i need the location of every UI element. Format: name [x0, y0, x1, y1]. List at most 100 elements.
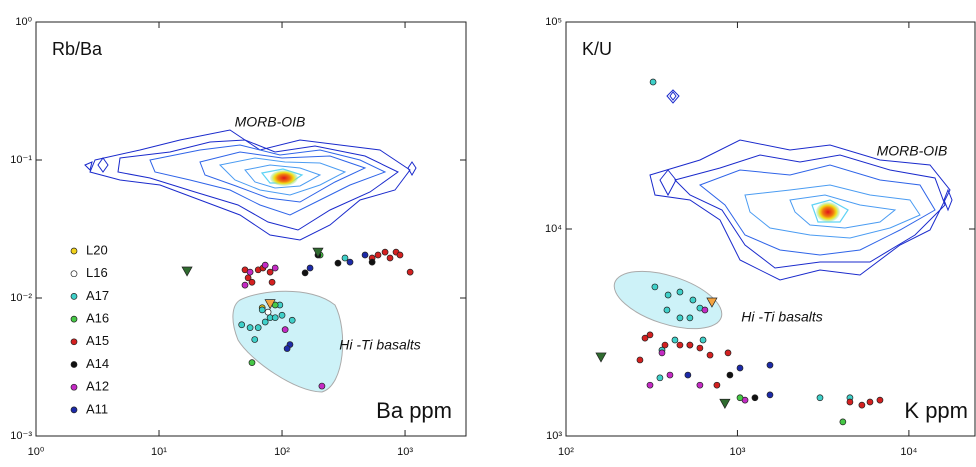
point — [751, 394, 759, 402]
right-contours — [649, 89, 953, 281]
marker — [181, 266, 193, 277]
x-tick-label: 10¹ — [151, 446, 167, 458]
legend-marker — [70, 406, 78, 414]
y-label: K/U — [582, 39, 612, 59]
y-tick-label: 10⁰ — [15, 16, 32, 28]
annotation: MORB-OIB — [877, 143, 948, 159]
marker — [595, 352, 607, 363]
point — [689, 296, 697, 304]
point — [301, 269, 309, 277]
point — [261, 318, 269, 326]
legend-label: A17 — [86, 288, 109, 303]
y-tick-label: 10⁴ — [545, 223, 562, 235]
point — [283, 345, 291, 352]
point — [664, 291, 672, 299]
point — [661, 341, 669, 349]
point — [396, 251, 404, 259]
point — [246, 268, 254, 276]
point — [656, 374, 664, 382]
plot-frame — [35, 21, 467, 437]
y-tick-label: 10⁵ — [545, 16, 562, 28]
point — [713, 381, 721, 389]
point — [724, 349, 732, 357]
point — [258, 306, 266, 314]
legend-label: L20 — [86, 242, 108, 257]
point — [268, 278, 276, 286]
point — [241, 281, 249, 289]
point — [736, 394, 744, 402]
point — [288, 316, 296, 324]
point — [649, 78, 657, 86]
point — [368, 258, 376, 266]
legend-label: A16 — [86, 311, 109, 326]
y-tick-label: 10⁻³ — [10, 430, 32, 442]
x-tick-label: 10⁰ — [28, 446, 45, 458]
point — [406, 268, 414, 276]
point — [684, 371, 692, 379]
point — [641, 334, 649, 342]
point — [278, 311, 286, 319]
x-tick-label: 10² — [558, 446, 574, 458]
annotation: Hi -Ti basalts — [339, 337, 421, 353]
point — [341, 254, 349, 262]
marker — [719, 398, 731, 409]
point — [676, 288, 684, 296]
x-tick-label: 10⁴ — [900, 446, 917, 458]
legend-label: A11 — [86, 401, 108, 416]
point — [346, 258, 354, 266]
point — [381, 248, 389, 256]
point — [699, 336, 707, 344]
point — [646, 331, 654, 339]
point — [651, 283, 659, 291]
x-tick-label: 10² — [274, 446, 290, 458]
point — [846, 398, 854, 406]
point — [281, 326, 289, 333]
legend-label: A15 — [86, 333, 109, 348]
point — [636, 356, 644, 364]
x-label: K ppm — [904, 398, 968, 423]
point — [696, 344, 704, 352]
point — [254, 324, 262, 331]
point — [736, 364, 744, 372]
point — [671, 336, 679, 344]
legend-marker — [70, 315, 78, 323]
point — [663, 306, 671, 314]
point — [318, 382, 326, 390]
left-contours — [84, 129, 417, 241]
point — [271, 264, 279, 272]
point — [676, 314, 684, 322]
point — [658, 349, 666, 357]
point — [876, 396, 884, 404]
point — [726, 371, 734, 379]
marker — [706, 297, 718, 308]
legend-marker — [70, 247, 78, 255]
point — [858, 401, 866, 409]
legend-marker — [70, 293, 78, 300]
point — [261, 261, 269, 269]
point — [271, 314, 279, 322]
point — [686, 314, 694, 322]
legend-label: L16 — [86, 265, 108, 280]
legend-label: A14 — [86, 356, 109, 371]
y-tick-label: 10⁻² — [10, 292, 32, 304]
point — [646, 381, 654, 389]
point — [676, 341, 684, 349]
point — [816, 394, 824, 402]
point — [766, 361, 774, 369]
point — [246, 324, 254, 331]
y-tick-label: 10³ — [546, 430, 562, 442]
hi-ti-field — [232, 290, 344, 393]
plot-frame — [565, 21, 976, 437]
point — [686, 341, 694, 349]
point — [248, 359, 256, 367]
point — [706, 351, 714, 359]
point — [361, 251, 369, 259]
point — [666, 371, 674, 379]
point — [251, 336, 259, 343]
point — [244, 274, 252, 282]
point — [334, 259, 342, 267]
legend-marker — [70, 361, 78, 368]
legend-marker — [70, 270, 78, 278]
x-tick-label: 10³ — [729, 446, 745, 458]
